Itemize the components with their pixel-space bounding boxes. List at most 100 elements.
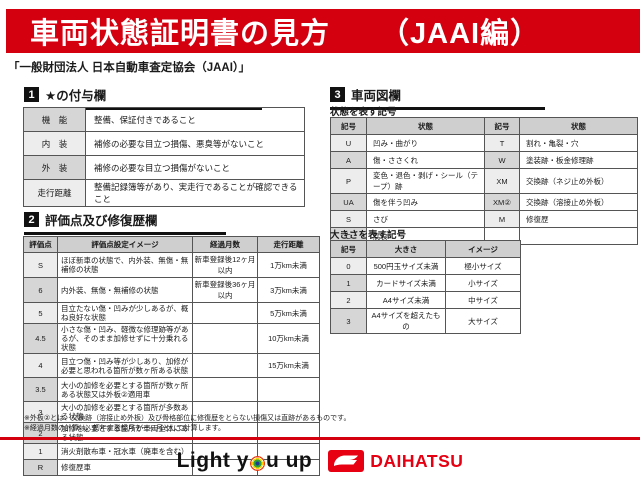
table-row: S ほぼ新車の状態で、内外装、無傷・無補修の状態 新車登録後12ヶ月以内 1万k… xyxy=(23,252,320,278)
score-cell: 3.5 xyxy=(23,377,58,402)
section3-number-badge: 3 xyxy=(330,87,345,102)
table-row: 内 装 補修の必要な目立つ損傷、悪臭等がないこと xyxy=(23,131,305,156)
table-row: U 凹み・曲がり T 割れ・亀裂・穴 xyxy=(330,134,638,152)
state-cell: さび xyxy=(366,210,485,228)
months-cell: 新車登録後36ヶ月以内 xyxy=(192,277,258,303)
table-row: 4 目立つ傷・凹み等が少しあり、加修が必要と思われる箇所が数ヶ所ある状態 15万… xyxy=(23,353,320,378)
slogan-text-left: Light y xyxy=(176,449,249,472)
column-header: 評価点 xyxy=(23,236,58,253)
table-row: 外 装 補修の必要な目立つ損傷がないこと xyxy=(23,155,305,180)
table-header-row: 記号 状態 記号 状態 xyxy=(330,117,638,135)
size-symbols-table: 記号 大きさ イメージ 0 500円玉サイズ未満 極小サイズ 1 カードサイズ未… xyxy=(330,240,521,334)
size-cell: A4サイズを超えたもの xyxy=(366,308,446,334)
state-cell xyxy=(519,227,638,245)
section3-header: 3 車両図欄 xyxy=(330,85,545,110)
column-header: 状態 xyxy=(519,117,638,135)
table-row: 6 内外装、無傷・無補修の状態 新車登録後36ヶ月以内 3万km未満 xyxy=(23,277,320,303)
criteria-label: 機 能 xyxy=(23,107,86,132)
section1-title: ★の付与欄 xyxy=(45,89,107,103)
criteria-desc: 補修の必要な目立つ損傷がないこと xyxy=(85,155,305,180)
months-cell xyxy=(192,377,258,402)
slogan-text-right: u up xyxy=(265,449,313,472)
symbol-cell: 0 xyxy=(330,257,367,275)
section3-title: 車両図欄 xyxy=(351,89,402,103)
table-header-row: 記号 大きさ イメージ xyxy=(330,240,521,258)
table-row: 0 500円玉サイズ未満 極小サイズ xyxy=(330,257,521,275)
score-cell: 6 xyxy=(23,277,58,303)
evaluation-table: 評価点 評価点設定イメージ 経過月数 走行距離 S ほぼ新車の状態で、内外装、無… xyxy=(23,236,320,476)
brand-slogan: Light y u up xyxy=(177,449,313,473)
criteria-label: 内 装 xyxy=(23,131,86,156)
mileage-cell: 1万km未満 xyxy=(257,252,320,278)
table-row: 3.5 大小の加修を必要とする箇所が数ヶ所ある状態又は外板②適用車 xyxy=(23,377,320,402)
state-cell: 交換跡（溶接止め外板） xyxy=(519,193,638,211)
score-cell: 4.5 xyxy=(23,323,58,354)
score-cell: 3 xyxy=(23,401,58,423)
section1-number-badge: 1 xyxy=(24,87,39,102)
table-row: 走行距離 整備記録簿等があり、実走行であることが確認できること xyxy=(23,179,305,207)
months-cell xyxy=(192,353,258,378)
score-cell: 5 xyxy=(23,302,58,324)
desc-cell: 目立たない傷・凹みが少しあるが、概ね良好な状態 xyxy=(57,302,193,324)
image-cell: 極小サイズ xyxy=(445,257,521,275)
table-row: 4.5 小さな傷・凹み、軽微な修理跡等があるが、そのまま加修せずに十分乗れる状態… xyxy=(23,323,320,354)
table-row: 5 目立たない傷・凹みが少しあるが、概ね良好な状態 5万km未満 xyxy=(23,302,320,324)
image-cell: 中サイズ xyxy=(445,291,521,309)
symbol-cell: P xyxy=(330,168,367,194)
page-title: 車両状態証明書の見方 xyxy=(30,18,331,50)
column-header: 状態 xyxy=(366,117,485,135)
image-cell: 小サイズ xyxy=(445,274,521,292)
column-header: 走行距離 xyxy=(257,236,320,253)
size-cell: A4サイズ未満 xyxy=(366,291,446,309)
symbol-cell: UA xyxy=(330,193,367,211)
size-cell: 500円玉サイズ未満 xyxy=(366,257,446,275)
footer-divider xyxy=(0,437,640,440)
state-cell: 交換跡（ネジ止め外板） xyxy=(519,168,638,194)
image-cell: 大サイズ xyxy=(445,308,521,334)
daihatsu-logo: DAIHATSU xyxy=(328,450,463,472)
footnotes: ※外板②とは、交換跡（溶接止め外板）及び骨格部位に修復歴をとらない損傷又は直跡が… xyxy=(24,414,350,433)
mileage-cell: 5万km未満 xyxy=(257,302,320,324)
desc-cell: ほぼ新車の状態で、内外装、無傷・無補修の状態 xyxy=(57,252,193,278)
table-header-row: 評価点 評価点設定イメージ 経過月数 走行距離 xyxy=(23,236,320,253)
symbol-cell: XM xyxy=(484,168,520,194)
state-symbols-caption: 状態を表す記号 xyxy=(330,107,397,118)
criteria-label: 走行距離 xyxy=(23,179,86,207)
section2-title: 評価点及び修復歴欄 xyxy=(45,214,158,228)
table-row: P 変色・退色・剥げ・シール（テープ）跡 XM 交換跡（ネジ止め外板） xyxy=(330,168,638,194)
state-cell: 修復歴 xyxy=(519,210,638,228)
section2-number-badge: 2 xyxy=(24,212,39,227)
symbol-cell: U xyxy=(330,134,367,152)
table-row: 1 消火剤散布車・冠水車（廃車を含む） xyxy=(23,443,320,460)
symbol-cell: 3 xyxy=(330,308,367,334)
footnote: ※経過月数の計算は、初年度登録月を一ヶ月として計算します。 xyxy=(24,424,225,432)
column-header: 評価点設定イメージ xyxy=(57,236,193,253)
symbol-cell: M xyxy=(484,210,520,228)
table-row: 1 カードサイズ未満 小サイズ xyxy=(330,274,521,292)
state-cell: 割れ・亀裂・穴 xyxy=(519,134,638,152)
mileage-cell: 10万km未満 xyxy=(257,323,320,354)
star-criteria-table: 機 能 整備、保証付きであること 内 装 補修の必要な目立つ損傷、悪臭等がないこ… xyxy=(23,107,305,207)
months-cell xyxy=(192,302,258,324)
score-cell: 1 xyxy=(23,443,58,460)
organization-subtitle: 「一般財団法人 日本自動車査定協会（JAAI）」 xyxy=(8,62,251,74)
symbol-cell: A xyxy=(330,151,367,169)
desc-cell: 内外装、無傷・無補修の状態 xyxy=(57,277,193,303)
footer-brand-area: Light y u up DAIHATSU xyxy=(0,445,640,477)
daihatsu-wordmark: DAIHATSU xyxy=(370,450,464,471)
footnote: ※外板②とは、交換跡（溶接止め外板）及び骨格部位に修復歴をとらない損傷又は直跡が… xyxy=(24,415,351,422)
column-header: 記号 xyxy=(484,117,520,135)
score-cell: S xyxy=(23,252,58,278)
state-cell: 変色・退色・剥げ・シール（テープ）跡 xyxy=(366,168,485,194)
state-cell: 傷・ささくれ xyxy=(366,151,485,169)
state-cell: 塗装跡・板金修理跡 xyxy=(519,151,638,169)
criteria-desc: 整備記録簿等があり、実走行であることが確認できること xyxy=(85,179,305,207)
state-cell: 凹み・曲がり xyxy=(366,134,485,152)
size-cell: カードサイズ未満 xyxy=(366,274,446,292)
table-row: A 傷・ささくれ W 塗装跡・板金修理跡 xyxy=(330,151,638,169)
column-header: 経過月数 xyxy=(192,236,258,253)
symbol-cell: S xyxy=(330,210,367,228)
section2-header: 2 評価点及び修復歴欄 xyxy=(24,210,226,235)
months-cell xyxy=(192,323,258,354)
